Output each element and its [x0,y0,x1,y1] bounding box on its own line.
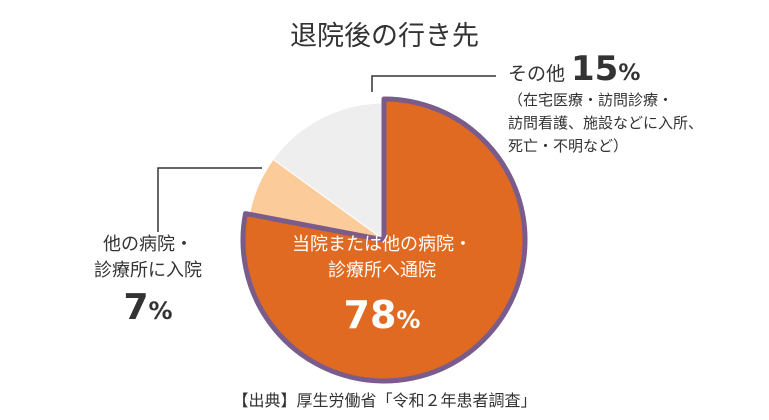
leader-line-hospitalized [157,167,262,232]
hospitalized-label-line: 他の病院・ [103,234,193,255]
outpatient-label-line: 診療所へ通院 [328,260,436,281]
other-detail: （在宅医療・訪問診療・ 訪問看護、施設などに入所、 死亡・不明など） [508,89,703,158]
pie-slice-other [272,102,385,241]
other-detail-line: 死亡・不明など） [508,137,629,155]
other-name: その他 [508,63,566,85]
outpatient-percent: 78% [343,293,421,337]
pie-slice-outpatient [240,96,528,384]
other-label: その他 15% （在宅医療・訪問診療・ 訪問看護、施設などに入所、 死亡・不明など… [508,52,703,158]
hospitalized-label: 他の病院・ 診療所に入院 7% [62,232,234,333]
hospitalized-percent: 7% [123,287,173,328]
outpatient-label: 当院または他の病院・ 診療所へ通院 78% [262,232,502,343]
leader-line-other [371,75,496,92]
other-percent: 15% [571,49,641,89]
hospitalized-label-line: 診療所に入院 [94,260,202,281]
other-detail-line: 訪問看護、施設などに入所、 [508,114,704,132]
outpatient-label-line: 当院または他の病院・ [292,234,472,255]
chart-title: 退院後の行き先 [290,21,479,52]
source-note: 【出典】厚生労働省「令和２年患者調査」 [232,391,537,410]
other-detail-line: （在宅医療・訪問診療・ [508,91,674,109]
